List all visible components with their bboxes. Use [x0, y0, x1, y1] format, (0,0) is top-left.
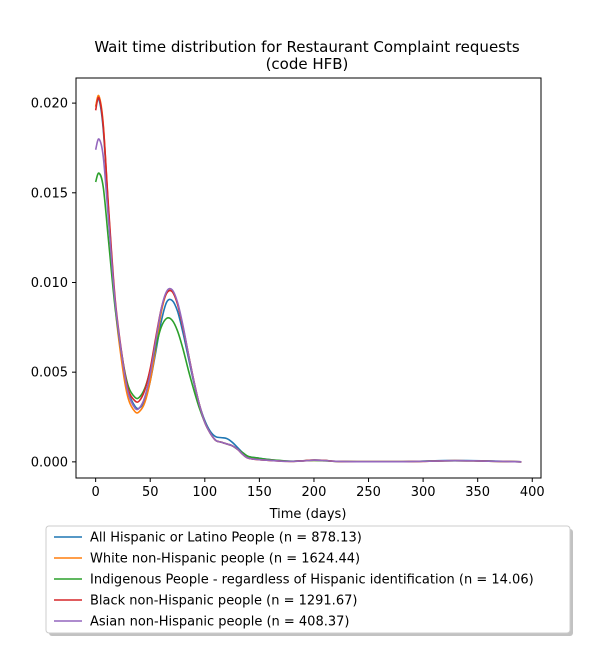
x-tick-label: 250 — [356, 485, 381, 500]
series-line-5 — [94, 138, 522, 463]
y-tick-label: 0.015 — [31, 186, 68, 201]
y-tick-label: 0.020 — [31, 97, 68, 112]
legend-entries: All Hispanic or Latino People (n = 878.1… — [54, 531, 534, 630]
y-axis: 0.000 0.005 0.010 0.015 0.020 — [31, 97, 76, 470]
y-tick-label: 0.005 — [31, 366, 68, 381]
x-tick-label: 400 — [520, 485, 545, 500]
y-tick-label: 0.010 — [31, 276, 68, 291]
legend-label: Indigenous People - regardless of Hispan… — [90, 573, 534, 588]
x-tick-label: 50 — [142, 485, 159, 500]
legend-label: White non-Hispanic people (n = 1624.44) — [90, 552, 360, 567]
legend-label: All Hispanic or Latino People (n = 878.1… — [90, 531, 362, 546]
chart-subtitle: (code HFB) — [266, 55, 349, 73]
plot-area-background — [76, 78, 541, 478]
x-tick-label: 350 — [465, 485, 490, 500]
x-axis-label: Time (days) — [269, 507, 347, 522]
legend-label: Asian non-Hispanic people (n = 408.37) — [90, 615, 349, 630]
x-axis: 0 50 100 150 200 250 300 350 400 — [92, 478, 545, 500]
y-tick-label: 0.000 — [31, 455, 68, 470]
x-tick-label: 300 — [411, 485, 436, 500]
legend: All Hispanic or Latino People (n = 878.1… — [45, 525, 573, 636]
legend-box — [45, 525, 571, 634]
x-tick-label: 150 — [247, 485, 272, 500]
x-tick-label: 200 — [302, 485, 327, 500]
x-tick-label: 100 — [192, 485, 217, 500]
legend-label: Black non-Hispanic people (n = 1291.67) — [90, 594, 357, 609]
x-tick-label: 0 — [92, 485, 100, 500]
series-layer — [94, 94, 522, 463]
plot-frame — [75, 77, 542, 479]
chart-title: Wait time distribution for Restaurant Co… — [94, 38, 520, 56]
